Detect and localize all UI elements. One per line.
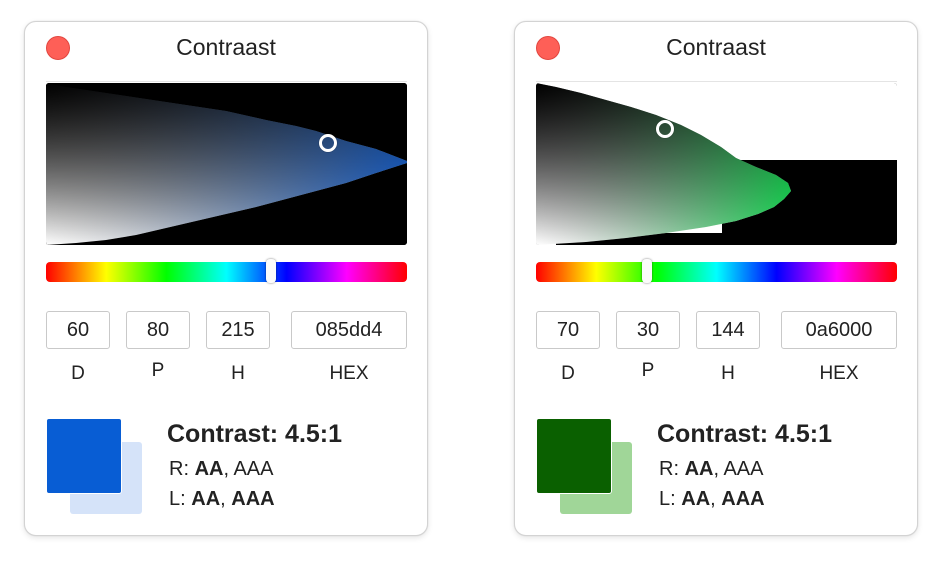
large-prefix: L: xyxy=(169,488,186,510)
color-area-knob[interactable] xyxy=(656,120,674,138)
regular-text-result: R: AA, AAA xyxy=(659,458,764,481)
color-area[interactable] xyxy=(536,83,897,245)
hue-slider-thumb[interactable] xyxy=(642,259,652,283)
contrast-ratio: Contrast: 4.5:1 xyxy=(167,420,343,448)
color-area[interactable] xyxy=(46,83,407,245)
hex-field[interactable] xyxy=(781,311,897,349)
hex-label: HEX xyxy=(329,363,369,384)
color-area-knob[interactable] xyxy=(319,134,337,152)
hex-field[interactable] xyxy=(291,311,407,349)
contrast-window-green: Contraast xyxy=(514,21,918,536)
large-text-result: L: AA, AAA xyxy=(169,488,275,511)
large-pass: AA xyxy=(681,488,711,510)
p-label: P xyxy=(641,360,655,381)
regular-fail: AAA xyxy=(723,458,764,480)
window-title: Contraast xyxy=(666,34,766,60)
foreground-swatch[interactable] xyxy=(536,418,612,494)
d-field[interactable] xyxy=(536,311,600,349)
close-button[interactable] xyxy=(536,36,560,60)
d-label: D xyxy=(71,363,85,384)
regular-prefix: R: xyxy=(169,458,189,480)
p-field[interactable] xyxy=(616,311,680,349)
h-label: H xyxy=(231,363,245,384)
hue-slider[interactable] xyxy=(536,259,897,283)
h-field[interactable] xyxy=(696,311,760,349)
window-title: Contraast xyxy=(176,34,276,60)
large-text-result: L: AA, AAA xyxy=(659,488,765,511)
hue-slider[interactable] xyxy=(46,259,407,283)
regular-sep: , xyxy=(713,458,720,480)
large-sep: , xyxy=(710,488,716,510)
large-pass-aaa: AAA xyxy=(231,488,275,510)
color-area-gradient xyxy=(46,83,407,245)
hex-label: HEX xyxy=(819,363,859,384)
large-sep: , xyxy=(220,488,226,510)
large-pass: AA xyxy=(191,488,221,510)
regular-prefix: R: xyxy=(659,458,679,480)
regular-fail: AAA xyxy=(233,458,274,480)
hue-slider-thumb[interactable] xyxy=(266,259,276,283)
regular-text-result: R: AA, AAA xyxy=(169,458,274,481)
p-label: P xyxy=(151,360,165,381)
large-prefix: L: xyxy=(659,488,676,510)
d-label: D xyxy=(561,363,575,384)
color-area-gradient xyxy=(536,83,897,245)
regular-pass: AA xyxy=(194,458,224,480)
contrast-window-blue: Contraast xyxy=(24,21,428,536)
foreground-swatch[interactable] xyxy=(46,418,122,494)
d-field[interactable] xyxy=(46,311,110,349)
close-button[interactable] xyxy=(46,36,70,60)
large-pass-aaa: AAA xyxy=(721,488,765,510)
p-field[interactable] xyxy=(126,311,190,349)
h-field[interactable] xyxy=(206,311,270,349)
title-divider xyxy=(46,81,407,82)
title-divider xyxy=(536,81,897,82)
contrast-ratio: Contrast: 4.5:1 xyxy=(657,420,833,448)
h-label: H xyxy=(721,363,735,384)
regular-sep: , xyxy=(223,458,230,480)
regular-pass: AA xyxy=(684,458,714,480)
